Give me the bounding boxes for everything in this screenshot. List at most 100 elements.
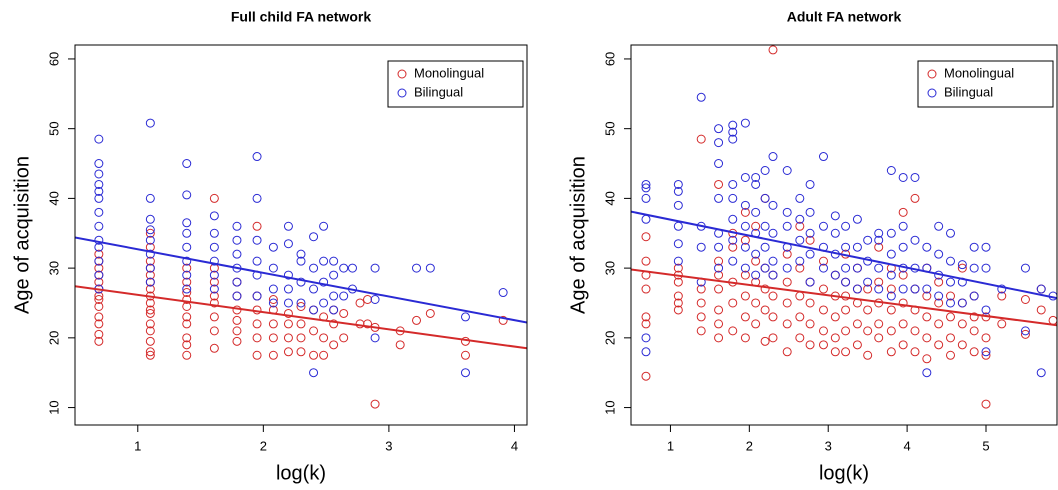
point [760,284,770,294]
point [370,399,380,409]
point [182,288,192,298]
point [145,277,155,287]
point [922,242,932,252]
point [751,298,761,308]
point [94,270,104,280]
point [182,340,192,350]
point [182,284,192,294]
point [768,291,778,301]
point [145,319,155,329]
point [714,319,724,329]
point [94,207,104,217]
y-tick-label: 20 [602,331,617,345]
point [714,138,724,148]
point [268,333,278,343]
point [232,326,242,336]
point [957,298,967,308]
point [886,249,896,259]
point [760,263,770,273]
point [795,291,805,301]
point [232,336,242,346]
point [673,256,683,266]
x-tick-label: 2 [746,438,753,453]
point [946,228,955,238]
plot-area [631,45,1057,409]
point [714,263,724,273]
point [182,159,192,169]
point [209,242,219,252]
point [94,301,104,311]
regression-line [631,268,1057,327]
point [94,336,104,346]
point [874,284,884,294]
point [145,214,155,224]
point [898,172,908,182]
point [283,319,293,329]
point [283,239,293,249]
point [1020,294,1030,304]
y-tick-label: 20 [46,331,61,345]
point [347,263,357,273]
point [283,298,293,308]
point [740,291,750,301]
point [946,298,955,308]
point [969,291,979,301]
point [329,291,339,301]
point [209,228,219,238]
point [1020,263,1030,273]
point [898,340,908,350]
point [145,225,155,235]
point [740,221,750,231]
point [94,329,104,339]
point [641,284,651,294]
point [957,260,967,270]
point [309,368,319,378]
point [818,221,828,231]
point [830,333,840,343]
point [922,333,932,343]
point [922,368,932,378]
y-tick-label: 10 [46,400,61,414]
point [863,350,873,360]
point [740,172,750,182]
point [886,166,896,176]
point [740,200,750,210]
point [641,256,651,266]
point [641,319,651,329]
point [740,333,750,343]
y-tick-label: 30 [602,261,617,275]
point [830,347,840,357]
point [946,350,955,360]
point [673,298,683,308]
point [232,315,242,325]
point [874,228,884,238]
point [934,249,944,259]
point [946,291,955,301]
point [795,235,805,245]
point [696,284,706,294]
point [252,333,262,343]
point [309,284,319,294]
point [425,308,435,318]
point [268,350,278,360]
point [209,256,219,266]
point [863,284,873,294]
x-axis-label: log(k) [276,462,326,484]
legend-box [387,60,524,108]
point [252,235,262,245]
point [145,350,155,360]
point [94,169,104,179]
point [94,159,104,169]
point [182,319,192,329]
point [997,284,1007,294]
point [740,235,750,245]
point [296,301,306,311]
point [268,298,278,308]
point [283,221,293,231]
point [841,221,851,231]
y-tick-label: 50 [46,121,61,135]
point [641,371,651,381]
point [641,183,651,193]
point [696,326,706,336]
